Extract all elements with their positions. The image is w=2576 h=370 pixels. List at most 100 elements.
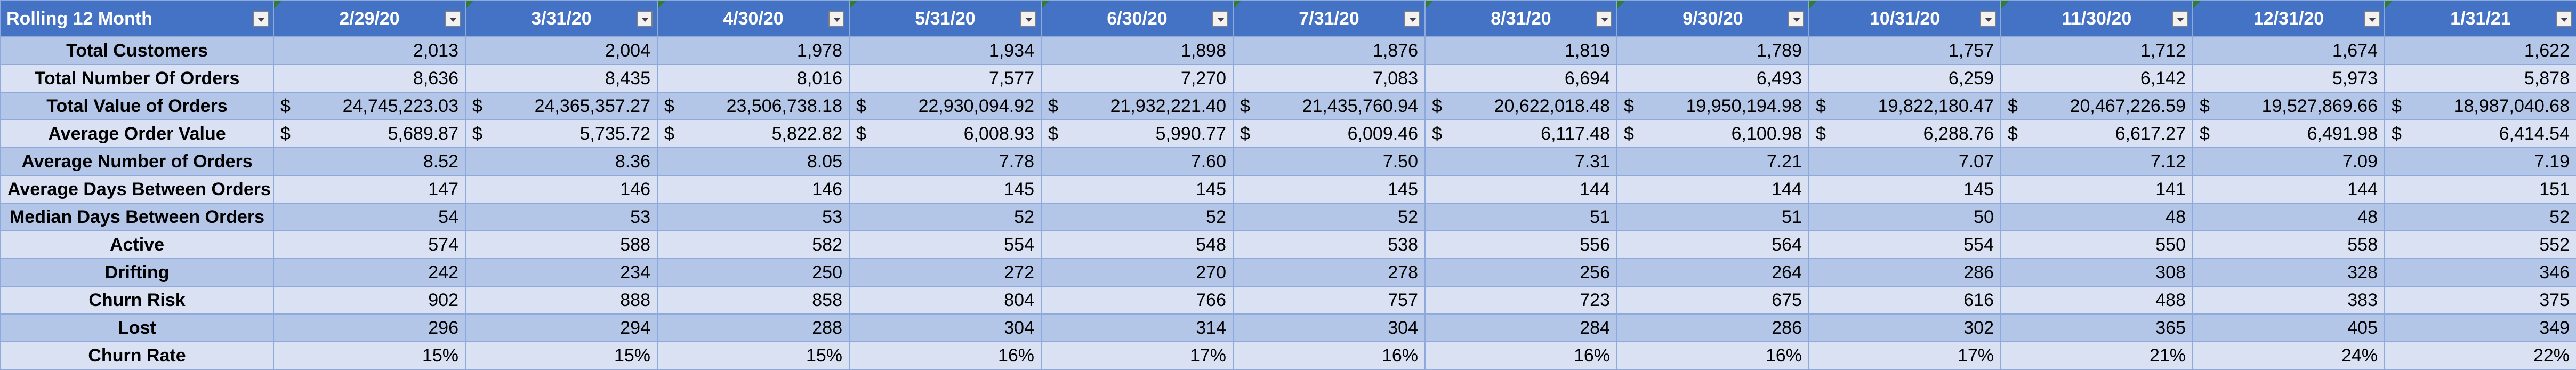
data-cell[interactable]: 6,259	[1808, 64, 2001, 93]
data-cell[interactable]: 8.36	[465, 147, 658, 176]
data-cell[interactable]: 286	[1808, 258, 2001, 287]
data-cell[interactable]: 16%	[1616, 341, 1809, 370]
data-cell[interactable]: 52	[1041, 203, 1234, 231]
data-cell[interactable]: 2,013	[273, 36, 466, 65]
header-cell-11-30-20[interactable]: 11/30/20	[2000, 0, 2193, 37]
data-cell[interactable]: 1,674	[2192, 36, 2385, 65]
data-cell[interactable]: 558	[2192, 230, 2385, 259]
header-cell-8-31-20[interactable]: 8/31/20	[1424, 0, 1617, 37]
data-cell[interactable]: 550	[2000, 230, 2193, 259]
data-cell[interactable]: $20,622,018.48	[1424, 92, 1617, 120]
data-cell[interactable]: 15%	[465, 341, 658, 370]
data-cell[interactable]: 24%	[2192, 341, 2385, 370]
data-cell[interactable]: 548	[1041, 230, 1234, 259]
data-cell[interactable]: 264	[1616, 258, 1809, 287]
data-cell[interactable]: 365	[2000, 313, 2193, 342]
data-cell[interactable]: 144	[2192, 175, 2385, 204]
data-cell[interactable]: 6,142	[2000, 64, 2193, 93]
data-cell[interactable]: 554	[849, 230, 1042, 259]
data-cell[interactable]: 757	[1233, 286, 1426, 315]
data-cell[interactable]: 8.05	[657, 147, 850, 176]
data-cell[interactable]: $19,822,180.47	[1808, 92, 2001, 120]
data-cell[interactable]: 346	[2384, 258, 2576, 287]
data-cell[interactable]: 488	[2000, 286, 2193, 315]
data-cell[interactable]: 48	[2192, 203, 2385, 231]
data-cell[interactable]: 52	[1233, 203, 1426, 231]
data-cell[interactable]: 286	[1616, 313, 1809, 342]
data-cell[interactable]: 21%	[2000, 341, 2193, 370]
data-cell[interactable]: $5,822.82	[657, 119, 850, 148]
data-cell[interactable]: 7,577	[849, 64, 1042, 93]
data-cell[interactable]: 147	[273, 175, 466, 204]
data-cell[interactable]: 8,435	[465, 64, 658, 93]
data-cell[interactable]: 278	[1233, 258, 1426, 287]
filter-dropdown-icon[interactable]	[637, 11, 653, 27]
data-cell[interactable]: 304	[1233, 313, 1426, 342]
data-cell[interactable]: 552	[2384, 230, 2576, 259]
data-cell[interactable]: 556	[1424, 230, 1617, 259]
data-cell[interactable]: 1,622	[2384, 36, 2576, 65]
data-cell[interactable]: 51	[1424, 203, 1617, 231]
data-cell[interactable]: 328	[2192, 258, 2385, 287]
data-cell[interactable]: 22%	[2384, 341, 2576, 370]
data-cell[interactable]: 588	[465, 230, 658, 259]
data-cell[interactable]: 145	[1808, 175, 2001, 204]
data-cell[interactable]: 141	[2000, 175, 2193, 204]
data-cell[interactable]: 17%	[1808, 341, 2001, 370]
data-cell[interactable]: 151	[2384, 175, 2576, 204]
data-cell[interactable]: $6,617.27	[2000, 119, 2193, 148]
data-cell[interactable]: $5,735.72	[465, 119, 658, 148]
data-cell[interactable]: $6,414.54	[2384, 119, 2576, 148]
data-cell[interactable]: 7.12	[2000, 147, 2193, 176]
data-cell[interactable]: 234	[465, 258, 658, 287]
data-cell[interactable]: 288	[657, 313, 850, 342]
data-cell[interactable]: $24,745,223.03	[273, 92, 466, 120]
data-cell[interactable]: $5,689.87	[273, 119, 466, 148]
data-cell[interactable]: 5,973	[2192, 64, 2385, 93]
data-cell[interactable]: 145	[1041, 175, 1234, 204]
filter-dropdown-icon[interactable]	[828, 11, 844, 27]
data-cell[interactable]: $6,491.98	[2192, 119, 2385, 148]
filter-dropdown-icon[interactable]	[1404, 11, 1420, 27]
data-cell[interactable]: 405	[2192, 313, 2385, 342]
data-cell[interactable]: 146	[465, 175, 658, 204]
data-cell[interactable]: 7.78	[849, 147, 1042, 176]
data-cell[interactable]: $6,288.76	[1808, 119, 2001, 148]
data-cell[interactable]: 304	[849, 313, 1042, 342]
data-cell[interactable]: 144	[1616, 175, 1809, 204]
data-cell[interactable]: 16%	[849, 341, 1042, 370]
data-cell[interactable]: 7.21	[1616, 147, 1809, 176]
filter-dropdown-icon[interactable]	[1212, 11, 1228, 27]
filter-dropdown-icon[interactable]	[1596, 11, 1612, 27]
data-cell[interactable]: 383	[2192, 286, 2385, 315]
data-cell[interactable]: 1,898	[1041, 36, 1234, 65]
data-cell[interactable]: $19,527,869.66	[2192, 92, 2385, 120]
data-cell[interactable]: 902	[273, 286, 466, 315]
data-cell[interactable]: 7,270	[1041, 64, 1234, 93]
data-cell[interactable]: 582	[657, 230, 850, 259]
header-cell-4-30-20[interactable]: 4/30/20	[657, 0, 850, 37]
filter-dropdown-icon[interactable]	[1020, 11, 1036, 27]
data-cell[interactable]: 538	[1233, 230, 1426, 259]
data-cell[interactable]: 1,757	[1808, 36, 2001, 65]
data-cell[interactable]: 7.50	[1233, 147, 1426, 176]
data-cell[interactable]: 51	[1616, 203, 1809, 231]
row-label[interactable]: Median Days Between Orders	[0, 203, 274, 231]
data-cell[interactable]: 52	[849, 203, 1042, 231]
data-cell[interactable]: 554	[1808, 230, 2001, 259]
data-cell[interactable]: 6,694	[1424, 64, 1617, 93]
data-cell[interactable]: 723	[1424, 286, 1617, 315]
data-cell[interactable]: 53	[657, 203, 850, 231]
data-cell[interactable]: 16%	[1424, 341, 1617, 370]
data-cell[interactable]: 314	[1041, 313, 1234, 342]
data-cell[interactable]: 302	[1808, 313, 2001, 342]
filter-dropdown-icon[interactable]	[2556, 11, 2572, 27]
data-cell[interactable]: 256	[1424, 258, 1617, 287]
data-cell[interactable]: 2,004	[465, 36, 658, 65]
header-cell-12-31-20[interactable]: 12/31/20	[2192, 0, 2385, 37]
row-label[interactable]: Average Days Between Orders	[0, 175, 274, 204]
data-cell[interactable]: 8,636	[273, 64, 466, 93]
filter-dropdown-icon[interactable]	[2172, 11, 2188, 27]
data-cell[interactable]: $19,950,194.98	[1616, 92, 1809, 120]
data-cell[interactable]: $23,506,738.18	[657, 92, 850, 120]
